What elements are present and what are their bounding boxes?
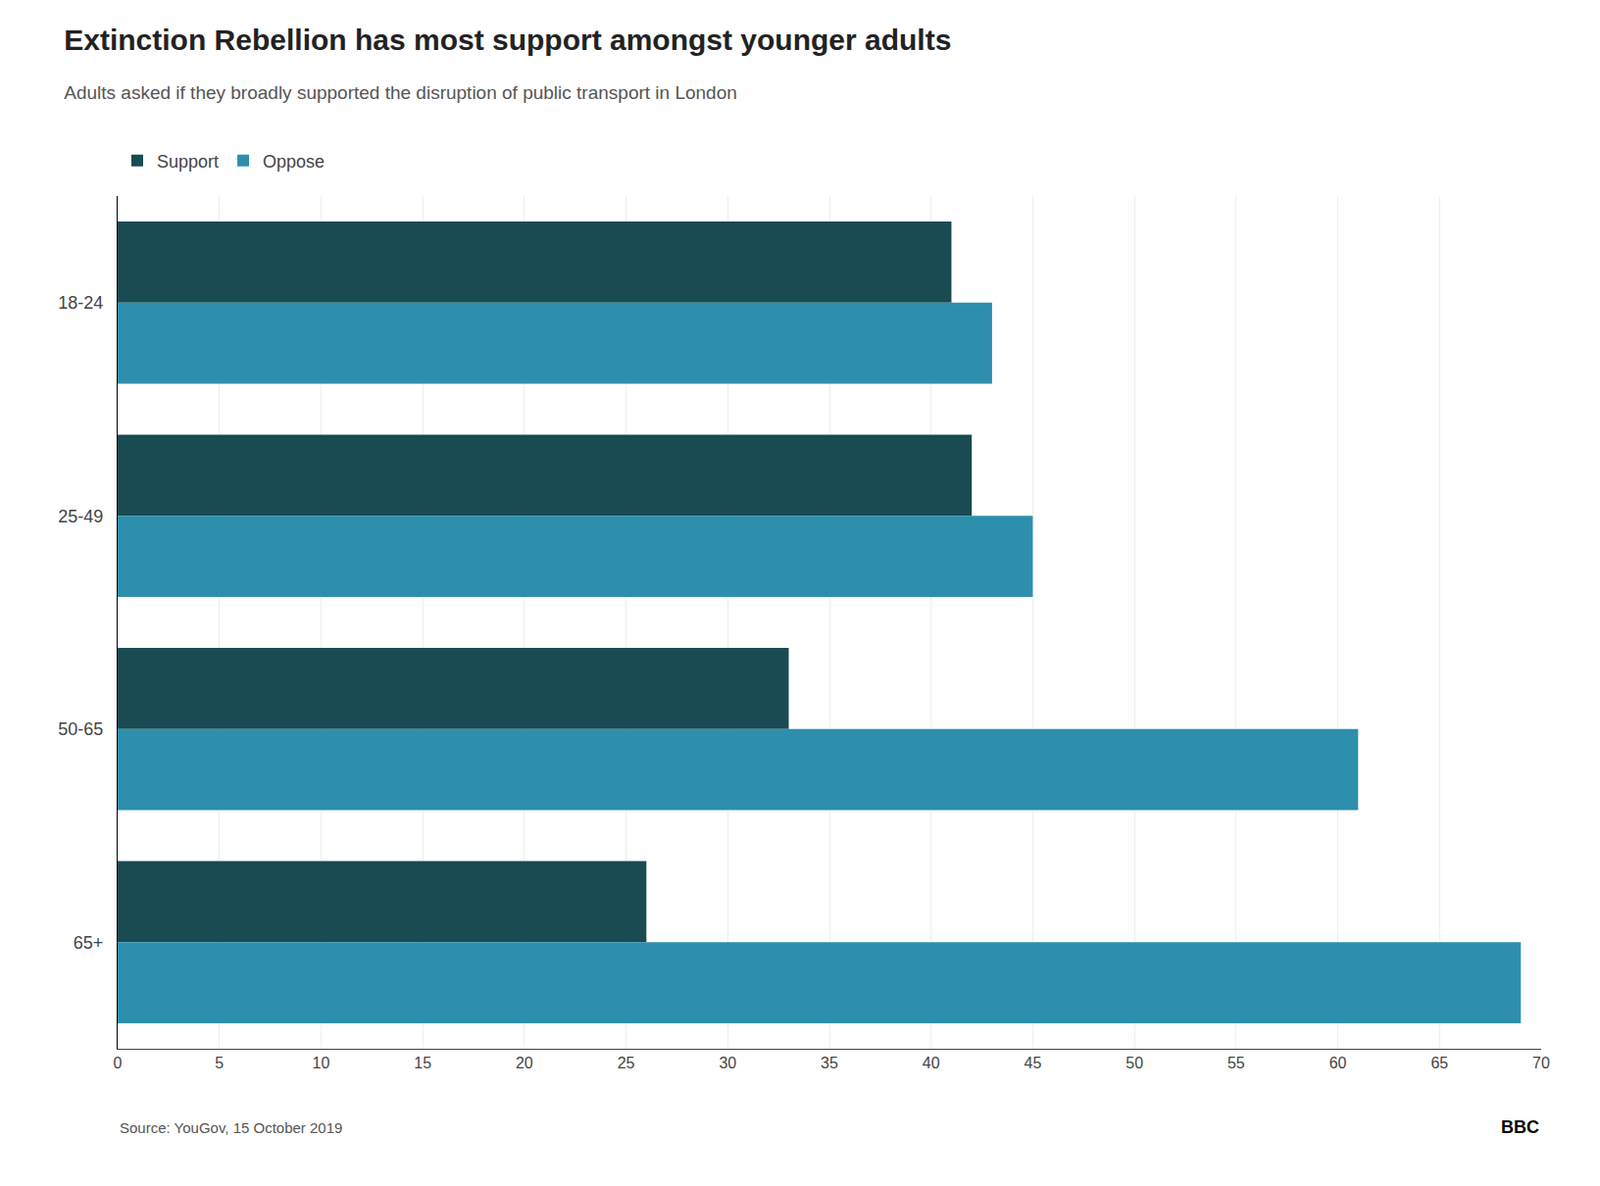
svg-text:60: 60: [1329, 1054, 1348, 1072]
svg-text:10: 10: [312, 1054, 331, 1072]
svg-text:25: 25: [617, 1054, 636, 1072]
svg-text:Support: Support: [156, 151, 219, 172]
svg-text:Oppose: Oppose: [262, 151, 325, 172]
svg-text:18-24: 18-24: [57, 293, 103, 313]
svg-text:45: 45: [1024, 1054, 1043, 1072]
svg-text:Adults asked if they broadly s: Adults asked if they broadly supported t…: [63, 82, 738, 103]
svg-text:65+: 65+: [73, 933, 104, 953]
svg-text:30: 30: [718, 1054, 737, 1072]
svg-text:35: 35: [820, 1054, 839, 1072]
svg-text:5: 5: [214, 1054, 224, 1072]
svg-text:25-49: 25-49: [57, 506, 103, 527]
svg-text:0: 0: [113, 1054, 123, 1072]
svg-text:Source: YouGov, 15 October 201: Source: YouGov, 15 October 2019: [119, 1119, 343, 1137]
svg-text:Extinction Rebellion has most: Extinction Rebellion has most support am…: [63, 23, 951, 56]
svg-text:BBC: BBC: [1500, 1117, 1540, 1138]
svg-text:20: 20: [515, 1054, 534, 1072]
svg-text:40: 40: [922, 1054, 941, 1072]
svg-text:55: 55: [1227, 1054, 1246, 1072]
svg-text:70: 70: [1532, 1054, 1550, 1072]
svg-text:50: 50: [1125, 1054, 1144, 1072]
svg-text:65: 65: [1430, 1054, 1449, 1072]
svg-text:15: 15: [413, 1054, 432, 1072]
svg-text:50-65: 50-65: [57, 719, 103, 740]
